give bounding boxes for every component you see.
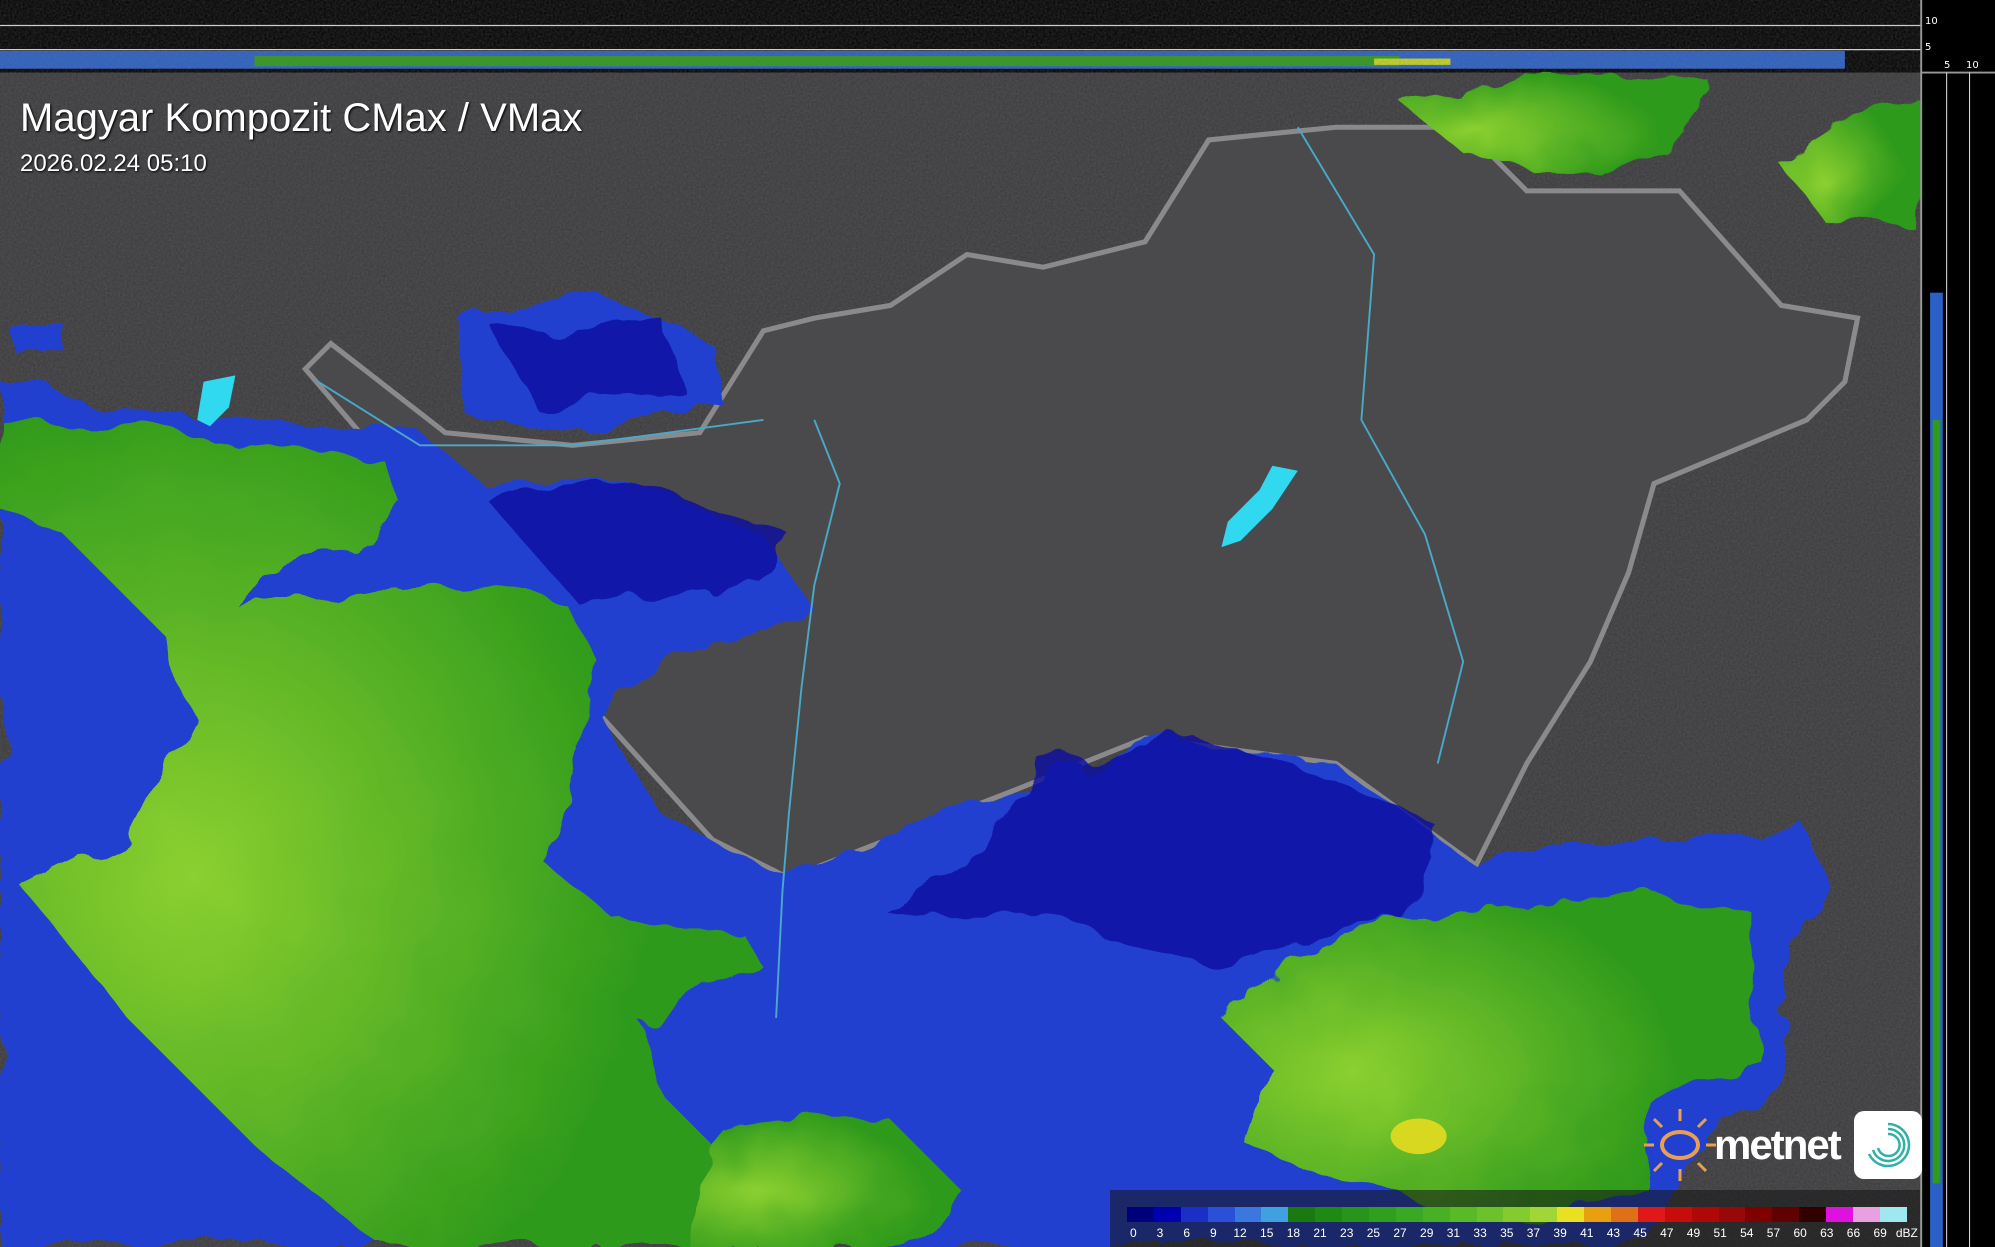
legend-swatch (1879, 1207, 1907, 1222)
legend-label: 47 (1660, 1226, 1674, 1240)
legend-color-bar (1127, 1207, 1907, 1222)
scale-tick-v-10: 10 (1925, 16, 1938, 27)
legend-label: 31 (1446, 1226, 1461, 1240)
legend-swatch (1611, 1207, 1638, 1222)
legend-label: 9 (1210, 1226, 1217, 1240)
legend-swatch (1207, 1207, 1235, 1222)
legend-label: 35 (1500, 1226, 1514, 1240)
legend-label: 18 (1286, 1226, 1301, 1240)
metnet-logo: metnet (1640, 1105, 1922, 1185)
scale-tick-v-5: 5 (1925, 42, 1932, 53)
legend-label: 37 (1526, 1226, 1541, 1240)
legend-swatch (1395, 1207, 1423, 1222)
legend-swatch (1503, 1207, 1531, 1222)
legend-label: 6 (1183, 1226, 1191, 1240)
legend-swatch (1772, 1207, 1800, 1222)
legend-swatch (1476, 1207, 1504, 1222)
legend-label: 51 (1713, 1226, 1727, 1240)
legend-swatch (1718, 1207, 1746, 1222)
rivers (317, 126, 1465, 1019)
legend-label: 41 (1580, 1226, 1594, 1240)
legend-label: 25 (1366, 1226, 1381, 1240)
legend-label: 0 (1129, 1226, 1137, 1240)
legend-label: 60 (1793, 1226, 1807, 1240)
legend-swatch (1637, 1207, 1665, 1222)
legend-label: 66 (1846, 1226, 1861, 1240)
legend-swatch (1853, 1207, 1880, 1222)
legend-swatch (1584, 1207, 1612, 1222)
legend-label: 33 (1473, 1226, 1487, 1240)
legend-label: 39 (1553, 1226, 1567, 1240)
legend-swatch (1315, 1207, 1343, 1222)
legend-swatch (1691, 1207, 1719, 1222)
legend-label: 12 (1233, 1226, 1247, 1240)
legend-labels: 0 3 6 9 12 15 18 21 23 25 27 29 31 33 35 37 39 41 43 45 47 49… (1120, 1226, 1920, 1240)
legend-label: 49 (1686, 1226, 1701, 1240)
timestamp: 2026.02.24 05:10 (20, 150, 207, 177)
scale-tick-h-10: 10 (1966, 60, 1979, 71)
legend-swatch (1180, 1207, 1208, 1222)
map-title: Magyar Kompozit CMax / VMax (20, 96, 583, 140)
legend-swatch (1369, 1207, 1396, 1222)
dbz-legend: 0 3 6 9 12 15 18 21 23 25 27 29 31 33 35 37 39 41 43 45 47 49… (1110, 1190, 1920, 1247)
legend-label: 43 (1606, 1226, 1621, 1240)
legend-swatch (1826, 1207, 1854, 1222)
legend-label: 27 (1393, 1226, 1407, 1240)
legend-label: 69 (1873, 1226, 1887, 1240)
legend-swatch (1557, 1207, 1585, 1222)
legend-label: 3 (1156, 1226, 1164, 1240)
legend-swatch (1234, 1207, 1262, 1222)
legend-swatch (1449, 1207, 1477, 1222)
lake-balaton (1221, 465, 1298, 548)
legend-swatch (1422, 1207, 1450, 1222)
legend-label: 45 (1633, 1226, 1647, 1240)
logo-text: metnet (1714, 1121, 1842, 1168)
legend-label: 29 (1420, 1226, 1434, 1240)
legend-label: 57 (1766, 1226, 1781, 1240)
legend-swatch (1261, 1207, 1289, 1222)
legend-swatch (1153, 1207, 1181, 1222)
scale-tick-h-5: 5 (1944, 60, 1951, 71)
legend-label: 15 (1260, 1226, 1274, 1240)
sun-icon (1644, 1109, 1716, 1181)
legend-label: 23 (1340, 1226, 1354, 1240)
precipitation-green (0, 76, 1922, 1247)
legend-swatch (1342, 1207, 1370, 1222)
legend-swatch (1745, 1207, 1773, 1222)
legend-swatch (1288, 1207, 1316, 1222)
legend-unit: dBZ (1895, 1226, 1918, 1240)
legend-swatch (1664, 1207, 1692, 1222)
swirl-logo-icon (1853, 1111, 1922, 1179)
legend-label: 63 (1820, 1226, 1834, 1240)
legend-swatch (1127, 1207, 1154, 1222)
legend-label: 54 (1740, 1226, 1754, 1240)
legend-swatch (1799, 1207, 1827, 1222)
legend-swatch (1530, 1207, 1558, 1222)
legend-label: 21 (1313, 1226, 1327, 1240)
